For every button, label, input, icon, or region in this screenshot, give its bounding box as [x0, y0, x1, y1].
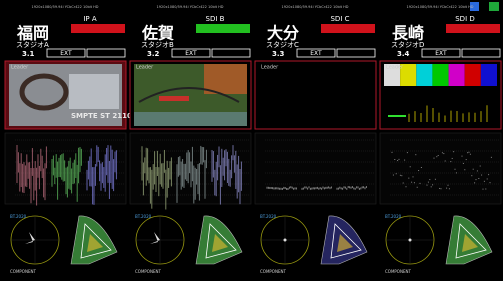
studio-name: スタジオA: [16, 40, 49, 49]
color-bar: [465, 64, 481, 86]
input-label: SDI B: [206, 15, 225, 23]
ext-label: EXT: [60, 50, 72, 57]
color-bar: [481, 64, 497, 86]
channel-number: 3.3: [272, 50, 285, 58]
studio-name: スタジオB: [141, 40, 174, 49]
input-label: SDI C: [330, 15, 349, 23]
city-name: 長崎: [392, 24, 424, 43]
city-name: 大分: [267, 24, 299, 43]
status-icon[interactable]: [489, 2, 499, 11]
ext-label: EXT: [185, 50, 197, 57]
city-name: 佐賀: [141, 24, 174, 43]
multiviewer: 1920x1080/59.94i YCbCr422 10bit HD IP A 福岡…: [0, 0, 503, 281]
format-text: 1920x1080/59.94i YCbCr422 10bit HD: [282, 5, 349, 9]
channel-number: 3.1: [22, 50, 35, 58]
train: [159, 96, 189, 101]
picture-detail: [204, 64, 247, 94]
vectorscope-trace: [409, 239, 412, 242]
overlay-text: SMPTE ST 2110: [71, 112, 132, 120]
waveform-frame: [255, 133, 376, 204]
thumbnail-label: Leader: [261, 65, 279, 71]
thumbnail-label: Leader: [136, 65, 154, 71]
thumbnail-label: Leader: [386, 65, 404, 71]
river: [134, 112, 247, 126]
thumbnail-label: Leader: [11, 65, 29, 71]
format-text: 1920x1080/59.94i YCbCr422 10bit HD: [32, 5, 99, 9]
tally-bar: [196, 24, 250, 33]
gamut-label: BT.2020: [385, 214, 402, 219]
input-label: SDI D: [455, 15, 475, 23]
scope-label: COMPONENT: [385, 269, 411, 274]
ext-label: EXT: [310, 50, 322, 57]
studio-name: スタジオD: [391, 40, 424, 49]
scope-label: COMPONENT: [135, 269, 161, 274]
ext-label: EXT: [435, 50, 447, 57]
format-text: 1920x1080/59.94i YCbCr422 10bit HD: [407, 5, 474, 9]
channel-number: 3.2: [147, 50, 160, 58]
waveform-frame: [380, 133, 501, 204]
scope-label: COMPONENT: [10, 269, 36, 274]
color-bar: [432, 64, 448, 86]
gamut-label: BT.2020: [10, 214, 27, 219]
gamut-label: BT.2020: [135, 214, 152, 219]
color-bar: [449, 64, 465, 86]
picture-detail: [69, 74, 119, 109]
gamut-label: BT.2020: [260, 214, 277, 219]
format-text: 1920x1080/59.94i YCbCr422 10bit HD: [157, 5, 224, 9]
city-name: 福岡: [16, 24, 49, 43]
color-bar: [416, 64, 432, 86]
studio-name: スタジオC: [266, 40, 299, 49]
channel-number: 3.4: [397, 50, 410, 58]
tally-bar: [321, 24, 375, 33]
input-label: IP A: [83, 15, 97, 23]
tally-bar: [71, 24, 125, 33]
vectorscope-trace: [284, 239, 287, 242]
thumbnail-frame: [255, 61, 376, 129]
scope-label: COMPONENT: [260, 269, 286, 274]
tally-bar: [446, 24, 500, 33]
